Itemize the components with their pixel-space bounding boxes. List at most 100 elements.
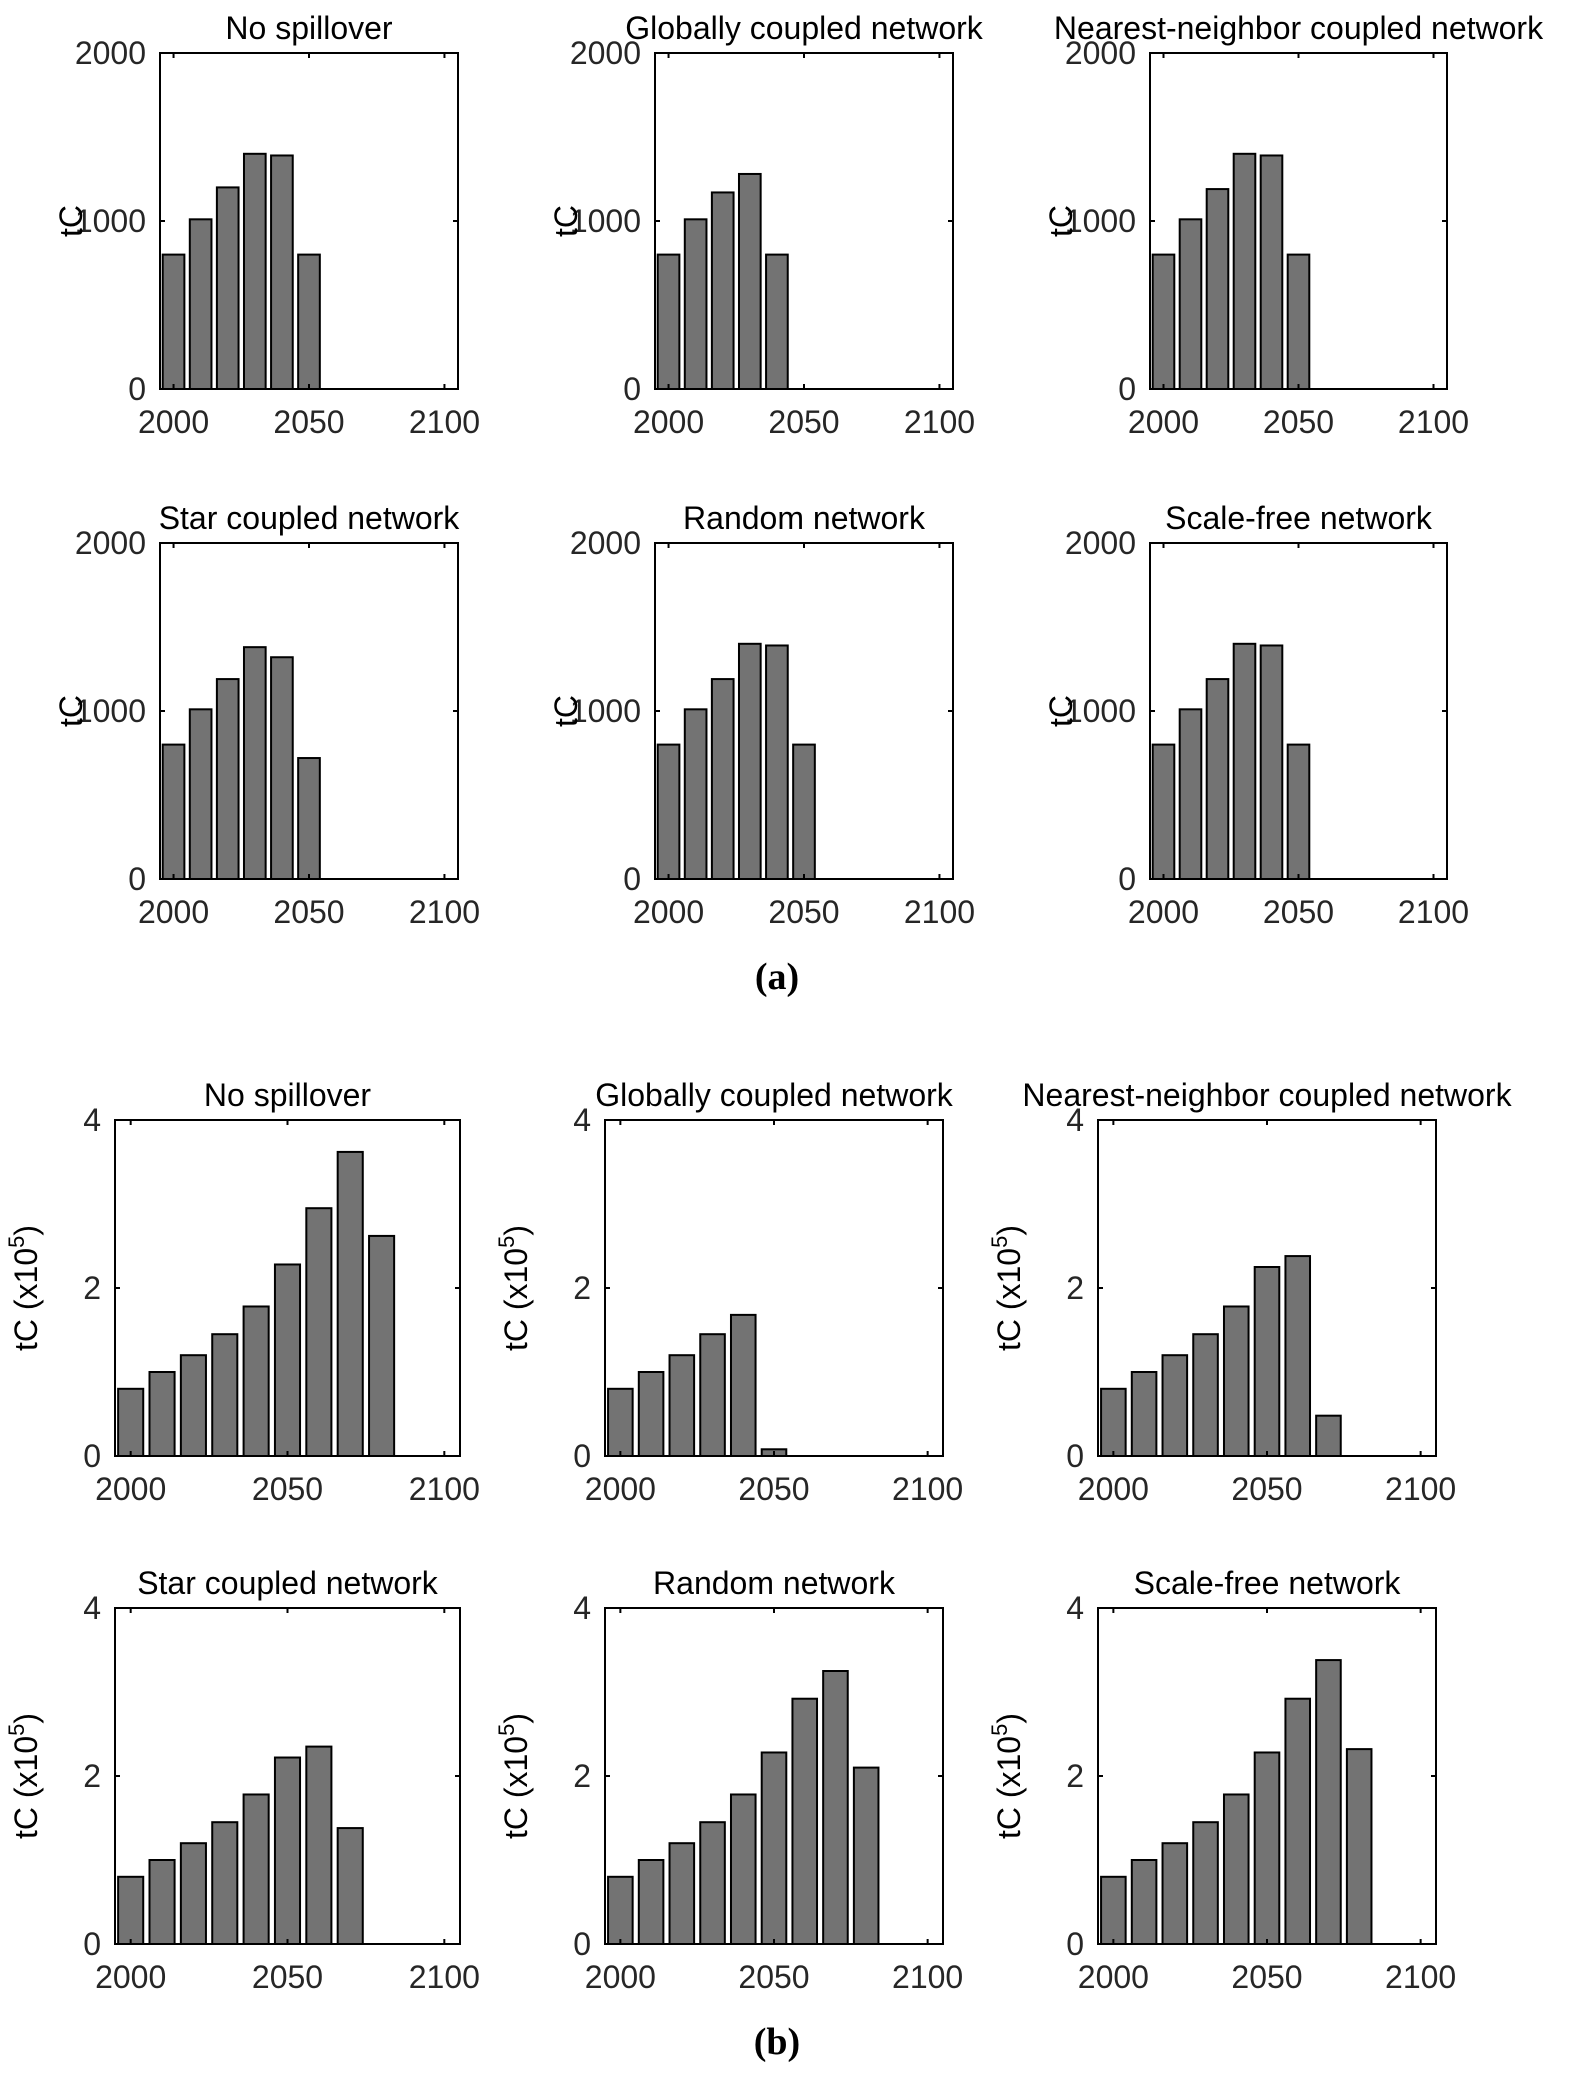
bar-2010 (1130, 1859, 1158, 1945)
chart-a-scale-free-network: 0 1000 2000 2000 2050 2100 Scale-free network t… (1043, 500, 1469, 930)
y-axis-label-exponent: 5 (4, 1236, 29, 1248)
y-axis-label-exponent: 5 (987, 1724, 1012, 1736)
bar-2040 (242, 1793, 270, 1945)
bar-2000 (1100, 1875, 1127, 1946)
y-axis-label: tC (x105) (494, 1713, 534, 1839)
y-axis-label-text: tC (1043, 695, 1079, 727)
panel-label-b: (b) (753, 2021, 801, 2063)
y-tick-label: 4 (83, 1590, 101, 1626)
bar-2010 (1178, 708, 1203, 880)
bar-2040 (1222, 1305, 1250, 1457)
y-axis-label: tC (x105) (987, 1713, 1027, 1839)
bar-2000 (607, 1875, 634, 1946)
bar-2000 (1151, 743, 1176, 880)
chart-title: Random network (683, 500, 926, 536)
x-tick-label: 2000 (138, 404, 209, 440)
y-axis-label-text: tC (x10 (991, 1736, 1027, 1839)
x-tick-label: 2050 (252, 1959, 323, 1995)
bar-2000 (161, 743, 186, 880)
x-tick-label: 2000 (633, 894, 704, 930)
y-tick-label: 2000 (1065, 525, 1136, 561)
bar-2010 (683, 218, 708, 390)
x-tick-label: 2050 (1231, 1471, 1302, 1507)
y-axis-label-text: tC (x10 (8, 1248, 44, 1351)
y-axis-label: tC (1043, 695, 1079, 727)
bar-2010 (1178, 218, 1203, 390)
chart-a-star-coupled-network: 0 1000 2000 2000 2050 2100 Star coupled networ… (53, 500, 480, 930)
chart-title: Star coupled network (137, 1565, 439, 1601)
chart-title: No spillover (204, 1077, 372, 1113)
x-tick-label: 2100 (892, 1471, 963, 1507)
bar-2050 (1253, 1266, 1281, 1457)
x-tick-label: 2050 (768, 894, 839, 930)
bar-2020 (710, 191, 735, 390)
y-tick-label: 1000 (1065, 693, 1136, 729)
y-tick-label: 2 (573, 1758, 591, 1794)
y-tick-label: 1000 (75, 203, 146, 239)
bar-2030 (211, 1821, 239, 1945)
bar-2030 (1192, 1333, 1219, 1457)
bar-2010 (148, 1859, 176, 1945)
chart-title: Random network (653, 1565, 896, 1601)
bar-2070 (822, 1670, 849, 1945)
bar-2040 (270, 656, 294, 880)
y-axis-label: tC (x105) (494, 1225, 534, 1351)
x-tick-label: 2100 (1398, 894, 1469, 930)
bar-2020 (1161, 1842, 1189, 1945)
y-tick-label: 0 (1066, 1926, 1084, 1962)
x-tick-label: 2000 (1128, 404, 1199, 440)
y-tick-label: 2 (1066, 1758, 1084, 1794)
y-tick-label: 4 (573, 1590, 591, 1626)
x-tick-label: 2100 (1385, 1959, 1456, 1995)
y-tick-label: 2000 (570, 35, 641, 71)
bar-2010 (148, 1371, 176, 1457)
x-tick-label: 2100 (409, 1471, 480, 1507)
x-tick-label: 2100 (904, 894, 975, 930)
x-tick-label: 2050 (768, 404, 839, 440)
y-axis-label-close: ) (8, 1713, 44, 1724)
y-axis-label-close: ) (8, 1225, 44, 1236)
x-tick-label: 2000 (1128, 894, 1199, 930)
bar-2000 (1151, 253, 1176, 390)
bar-2000 (117, 1387, 145, 1458)
bar-2010 (188, 708, 213, 880)
x-tick-label: 2050 (1263, 894, 1334, 930)
y-tick-label: 4 (573, 1102, 591, 1138)
bar-2070 (336, 1150, 364, 1458)
y-axis-label: tC (53, 695, 89, 727)
bar-2030 (211, 1333, 239, 1457)
bar-2060 (305, 1745, 333, 1945)
y-tick-label: 2000 (75, 35, 146, 71)
bar-2030 (699, 1333, 726, 1457)
bar-2080 (1345, 1748, 1373, 1945)
bar-2030 (1232, 152, 1257, 390)
bar-2060 (791, 1697, 819, 1945)
y-tick-label: 2000 (1065, 35, 1136, 71)
bar-2070 (1315, 1414, 1342, 1458)
bar-2080 (368, 1234, 396, 1458)
y-axis-label-text: tC (53, 695, 89, 727)
bar-2060 (1284, 1697, 1312, 1945)
y-tick-label: 0 (1118, 861, 1136, 897)
bar-2050 (1253, 1751, 1281, 1945)
chart-title: Scale-free network (1134, 1565, 1402, 1601)
bar-2040 (1259, 644, 1284, 880)
bar-2000 (117, 1875, 145, 1946)
bar-2020 (215, 678, 240, 881)
x-tick-label: 2050 (738, 1959, 809, 1995)
bar-2040 (270, 154, 294, 390)
bar-2010 (188, 218, 213, 390)
y-tick-label: 4 (1066, 1102, 1084, 1138)
bar-2030 (242, 646, 267, 880)
y-tick-label: 0 (573, 1438, 591, 1474)
chart-a-no-spillover: 0 1000 2000 2000 2050 2100 No spillover tC (53, 10, 480, 440)
bar-2050 (297, 253, 321, 390)
y-axis-label: tC (53, 205, 89, 237)
bar-2040 (1222, 1793, 1250, 1945)
chart-title: Scale-free network (1165, 500, 1433, 536)
y-tick-label: 1000 (570, 203, 641, 239)
y-axis-label-text: tC (548, 695, 584, 727)
bar-2010 (683, 708, 708, 880)
x-tick-label: 2050 (273, 404, 344, 440)
bar-2020 (1205, 188, 1230, 390)
